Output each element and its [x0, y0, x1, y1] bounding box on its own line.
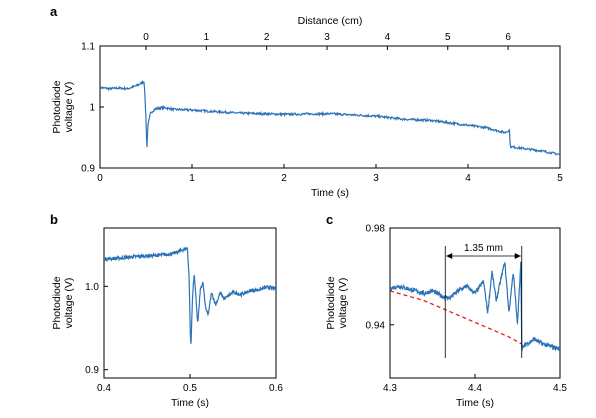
x-tick-label: 0.5 — [183, 383, 197, 394]
x-tick-label: 4.5 — [553, 383, 567, 394]
signal-line — [104, 246, 276, 344]
y-axis-label: Photodiodevoltage (V) — [325, 276, 349, 329]
y-tick-label: 1.1 — [81, 42, 95, 53]
y-tick-label: 0.98 — [366, 224, 386, 235]
chart-panel-a: 0 1 2 3 4 5 0.9 1 1.1 0 1 2 3 4 5 6 Distance (cm) Time (s… — [51, 15, 563, 199]
y-axis-label-line: voltage (V) — [63, 82, 75, 133]
plot-frame — [99, 45, 561, 169]
y-axis-label-line: voltage (V) — [337, 278, 349, 329]
y-axis-label: Photodiodevoltage (V) — [51, 80, 75, 133]
x-tick-label: 4.4 — [468, 383, 482, 394]
x-tick-label: 0.6 — [269, 383, 283, 394]
x-axis-label: Time (s) — [311, 187, 349, 199]
x-tick-label: 4.3 — [383, 383, 397, 394]
top-x-tick-label: 3 — [324, 32, 330, 43]
arrow-head-left — [446, 253, 453, 259]
x-tick-label: 5 — [557, 173, 563, 184]
y-axis-label-line: voltage (V) — [63, 278, 75, 329]
panel-label-b: b — [50, 212, 58, 227]
x-tick-label: 0 — [97, 173, 103, 184]
y-axis-label-line: Photodiode — [325, 276, 337, 329]
x-tick-label: 2 — [281, 173, 287, 184]
y-axis-label-line: Photodiode — [51, 276, 63, 329]
top-x-tick-label: 2 — [264, 32, 270, 43]
top-x-tick-label: 6 — [505, 32, 511, 43]
top-x-tick-label: 4 — [385, 32, 391, 43]
arrow-head-right — [514, 253, 521, 259]
top-x-tick-label: 1 — [204, 32, 210, 43]
y-tick-label: 0.94 — [366, 320, 386, 331]
top-x-axis-label: Distance (cm) — [298, 15, 363, 27]
y-tick-label: 0.9 — [81, 164, 95, 175]
x-tick-label: 1 — [189, 173, 195, 184]
chart-panel-b: 0.4 0.5 0.6 0.9 1.0 Time (s) Photodiodevoltage… — [51, 227, 283, 409]
signal-line — [100, 79, 560, 156]
span-annotation: 1.35 mm — [464, 243, 503, 254]
signal-line — [390, 261, 560, 352]
y-tick-label: 1.0 — [85, 282, 99, 293]
panel-label-a: a — [50, 4, 58, 19]
top-x-tick-label: 5 — [445, 32, 451, 43]
y-tick-label: 1 — [89, 103, 95, 114]
y-axis-label: Photodiodevoltage (V) — [51, 276, 75, 329]
chart-panel-c: 4.3 4.4 4.5 0.94 0.98 Time (s) Photodiodevolta… — [325, 224, 567, 410]
fit-curve — [390, 290, 523, 345]
x-tick-label: 4 — [465, 173, 471, 184]
y-axis-label-line: Photodiode — [51, 80, 63, 133]
panel-label-c: c — [326, 212, 333, 227]
top-x-tick-label: 0 — [143, 32, 149, 43]
x-tick-label: 0.4 — [97, 383, 111, 394]
x-axis-label: Time (s) — [171, 397, 209, 409]
x-tick-label: 3 — [373, 173, 379, 184]
y-tick-label: 0.9 — [85, 365, 99, 376]
x-axis-label: Time (s) — [456, 397, 494, 409]
